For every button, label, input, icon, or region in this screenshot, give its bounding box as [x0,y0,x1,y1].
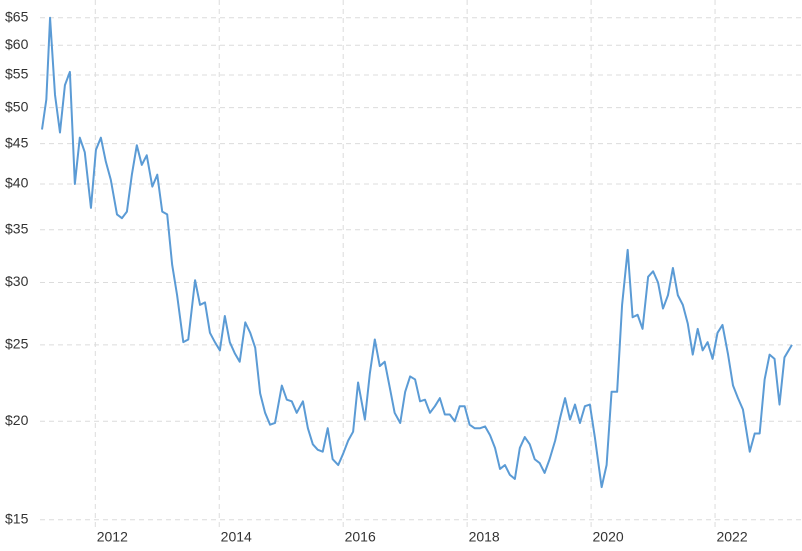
y-tick-label: $55 [5,66,29,82]
x-tick-label: 2016 [345,529,376,545]
x-tick-label: 2012 [97,529,128,545]
y-tick-label: $35 [5,220,29,236]
y-tick-label: $40 [5,175,29,191]
x-tick-label: 2020 [593,529,624,545]
y-tick-label: $45 [5,134,29,150]
y-tick-label: $65 [5,9,29,25]
price-line [41,16,793,489]
y-tick-label: $25 [5,336,29,352]
y-tick-label: $15 [5,510,29,526]
x-tick-label: 2014 [221,529,252,545]
y-tick-label: $20 [5,412,29,428]
x-tick-label: 2018 [469,529,500,545]
y-tick-label: $60 [5,36,29,52]
x-tick-label: 2022 [716,529,747,545]
y-tick-label: $50 [5,98,29,114]
y-tick-label: $30 [5,273,29,289]
